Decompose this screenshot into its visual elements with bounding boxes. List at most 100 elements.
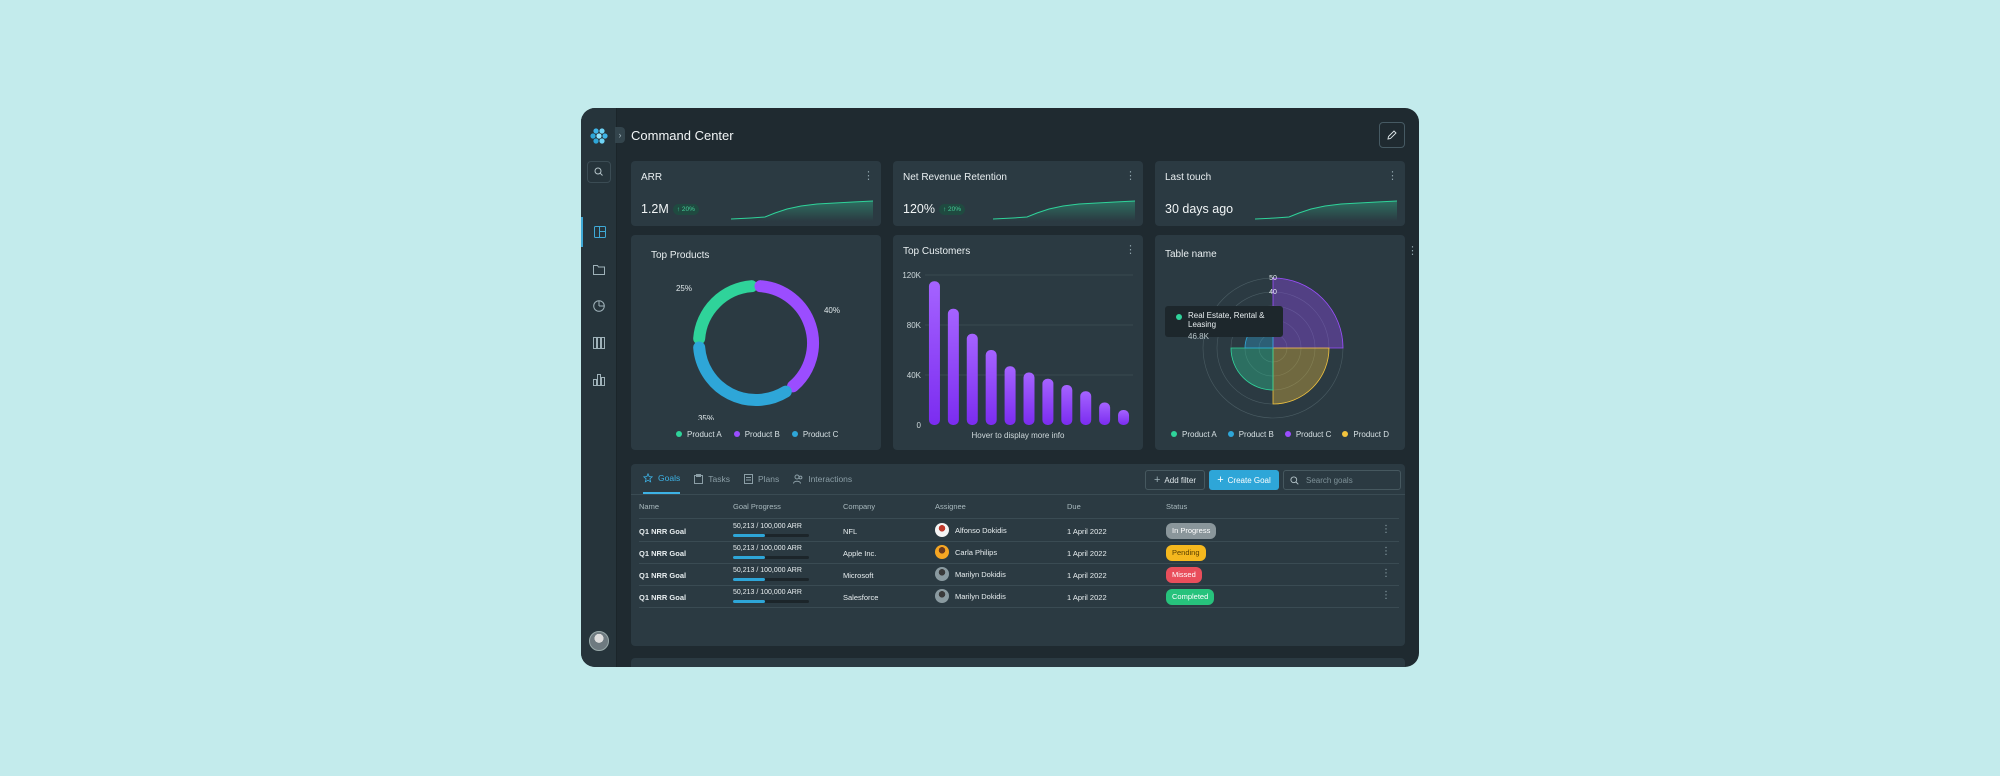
- bar[interactable]: [947, 308, 959, 425]
- sidebar-item-folders[interactable]: [581, 254, 617, 284]
- legend-label: Product C: [1295, 430, 1332, 439]
- company: NFL: [843, 527, 858, 536]
- kpi-value-text: 120%: [903, 202, 935, 216]
- table-row[interactable]: Q1 NRR Goal 50,213 / 100,000 ARR NFL Alfons…: [639, 520, 1399, 542]
- pie-chart-icon: [593, 300, 605, 312]
- column-header-company[interactable]: Company: [843, 502, 876, 511]
- more-options-icon[interactable]: ⋮: [1381, 524, 1391, 535]
- column-header-name[interactable]: Name: [639, 502, 660, 511]
- radial-axis-label: 40: [1269, 289, 1277, 296]
- user-avatar[interactable]: [589, 631, 609, 651]
- tab-label: Plans: [757, 474, 780, 484]
- avatar: [935, 523, 949, 537]
- avatar: [935, 567, 949, 581]
- bar[interactable]: [928, 281, 940, 425]
- tab-goals[interactable]: Goals: [643, 464, 681, 494]
- users-icon: [793, 474, 803, 484]
- y-tick-label: 40K: [907, 371, 922, 380]
- page-title: Command Center: [631, 128, 734, 143]
- app-logo-icon: [590, 128, 608, 144]
- kpi-card-nrr: Net Revenue Retention ⋮ 120% ↑ 20%: [893, 161, 1143, 226]
- search-goals-input[interactable]: [1283, 470, 1401, 490]
- chart-legend: Product A Product B Product C: [676, 430, 838, 439]
- radial-segment-product-d[interactable]: [1272, 347, 1330, 405]
- donut-slice-product-a[interactable]: [693, 280, 758, 345]
- tab-interactions[interactable]: Interactions: [793, 464, 852, 494]
- goal-name: Q1 NRR Goal: [639, 527, 687, 536]
- chart-title: Top Products: [651, 250, 710, 261]
- add-filter-button[interactable]: + Add filter: [1145, 470, 1205, 490]
- assignee-name: Marilyn Dokidis: [955, 569, 1006, 579]
- status-badge: Missed: [1166, 567, 1202, 583]
- table-name-card: Table name 50 40 Real Estate, Rental & Le…: [1155, 235, 1405, 450]
- radial-segment-product-c[interactable]: [1272, 277, 1344, 349]
- more-options-icon[interactable]: ⋮: [1381, 568, 1391, 579]
- folder-icon: [593, 264, 605, 275]
- company: Apple Inc.: [843, 549, 877, 558]
- legend-item-product-a: Product A: [1171, 430, 1217, 439]
- more-options-icon[interactable]: ⋮: [1125, 170, 1136, 182]
- column-header-status[interactable]: Status: [1166, 502, 1188, 511]
- goal-progress-text: 50,213 / 100,000 ARR: [733, 523, 802, 530]
- sidebar-item-boards[interactable]: [581, 328, 617, 358]
- donut-slice-product-c[interactable]: [693, 341, 792, 406]
- avatar: [935, 545, 949, 559]
- table-row[interactable]: Q1 NRR Goal 50,213 / 100,000 ARR Microsoft…: [639, 564, 1399, 586]
- bar[interactable]: [1061, 385, 1073, 425]
- assignee[interactable]: Alfonso Dokidis: [935, 523, 1007, 537]
- more-options-icon[interactable]: ⋮: [1381, 546, 1391, 557]
- bar[interactable]: [1023, 372, 1035, 426]
- goal-progress-fill: [733, 534, 765, 537]
- sparkline: [731, 200, 873, 221]
- star-icon: [643, 473, 653, 483]
- assignee[interactable]: Marilyn Dokidis: [935, 589, 1006, 603]
- top-products-card: Top Products 25% 40% 35% Product A Product…: [631, 235, 881, 450]
- sidebar-item-reports[interactable]: [581, 291, 617, 321]
- top-customers-card: Top Customers ⋮ 0 40K 80K 120K Hover to dis…: [893, 235, 1143, 450]
- document-icon: [743, 474, 753, 484]
- tab-plans[interactable]: Plans: [743, 464, 780, 494]
- more-options-icon[interactable]: ⋮: [1381, 590, 1391, 601]
- sidebar-item-dashboard[interactable]: [581, 217, 617, 247]
- column-header-due[interactable]: Due: [1067, 502, 1081, 511]
- table-row[interactable]: Q1 NRR Goal 50,213 / 100,000 ARR Salesforc…: [639, 586, 1399, 608]
- chart-legend: Product A Product B Product C Product D: [1171, 430, 1389, 439]
- more-options-icon[interactable]: ⋮: [1407, 245, 1418, 257]
- legend-label: Product B: [744, 430, 780, 439]
- goal-progress-bar: [733, 578, 809, 581]
- goal-progress-text: 50,213 / 100,000 ARR: [733, 567, 802, 574]
- tooltip-value: 46.8K: [1188, 332, 1209, 341]
- bar[interactable]: [966, 333, 978, 425]
- bar[interactable]: [1118, 410, 1130, 425]
- assignee[interactable]: Marilyn Dokidis: [935, 567, 1006, 581]
- bar[interactable]: [1099, 402, 1111, 426]
- sidebar-search-button[interactable]: [587, 161, 611, 183]
- due-date: 1 April 2022: [1067, 593, 1107, 602]
- next-card-peek: [631, 658, 1405, 667]
- legend-label: Product C: [802, 430, 839, 439]
- sidebar-item-analytics[interactable]: [581, 365, 617, 395]
- more-options-icon[interactable]: ⋮: [863, 170, 874, 182]
- avatar: [935, 589, 949, 603]
- column-header-assignee[interactable]: Assignee: [935, 502, 966, 511]
- kpi-title: Net Revenue Retention: [903, 172, 1007, 183]
- donut-slice-product-b[interactable]: [754, 280, 819, 393]
- column-header-progress[interactable]: Goal Progress: [733, 502, 781, 511]
- kpi-card-last-touch: Last touch ⋮ 30 days ago: [1155, 161, 1405, 226]
- create-goal-button[interactable]: + Create Goal: [1209, 470, 1279, 490]
- tab-tasks[interactable]: Tasks: [694, 464, 730, 494]
- bar[interactable]: [1080, 391, 1092, 425]
- edit-dashboard-button[interactable]: [1379, 122, 1405, 148]
- goal-name: Q1 NRR Goal: [639, 571, 687, 580]
- bar[interactable]: [985, 350, 997, 425]
- table-row[interactable]: Q1 NRR Goal 50,213 / 100,000 ARR Apple Inc…: [639, 542, 1399, 564]
- radial-segment-product-a[interactable]: [1230, 347, 1274, 391]
- bar[interactable]: [1004, 366, 1016, 425]
- sparkline: [1255, 200, 1397, 221]
- assignee[interactable]: Carla Philips: [935, 545, 997, 559]
- radial-chart: 50 40: [1202, 275, 1344, 419]
- more-options-icon[interactable]: ⋮: [1125, 244, 1136, 256]
- sidebar-collapse-toggle[interactable]: ›: [615, 127, 625, 143]
- more-options-icon[interactable]: ⋮: [1387, 170, 1398, 182]
- bar[interactable]: [1042, 378, 1054, 425]
